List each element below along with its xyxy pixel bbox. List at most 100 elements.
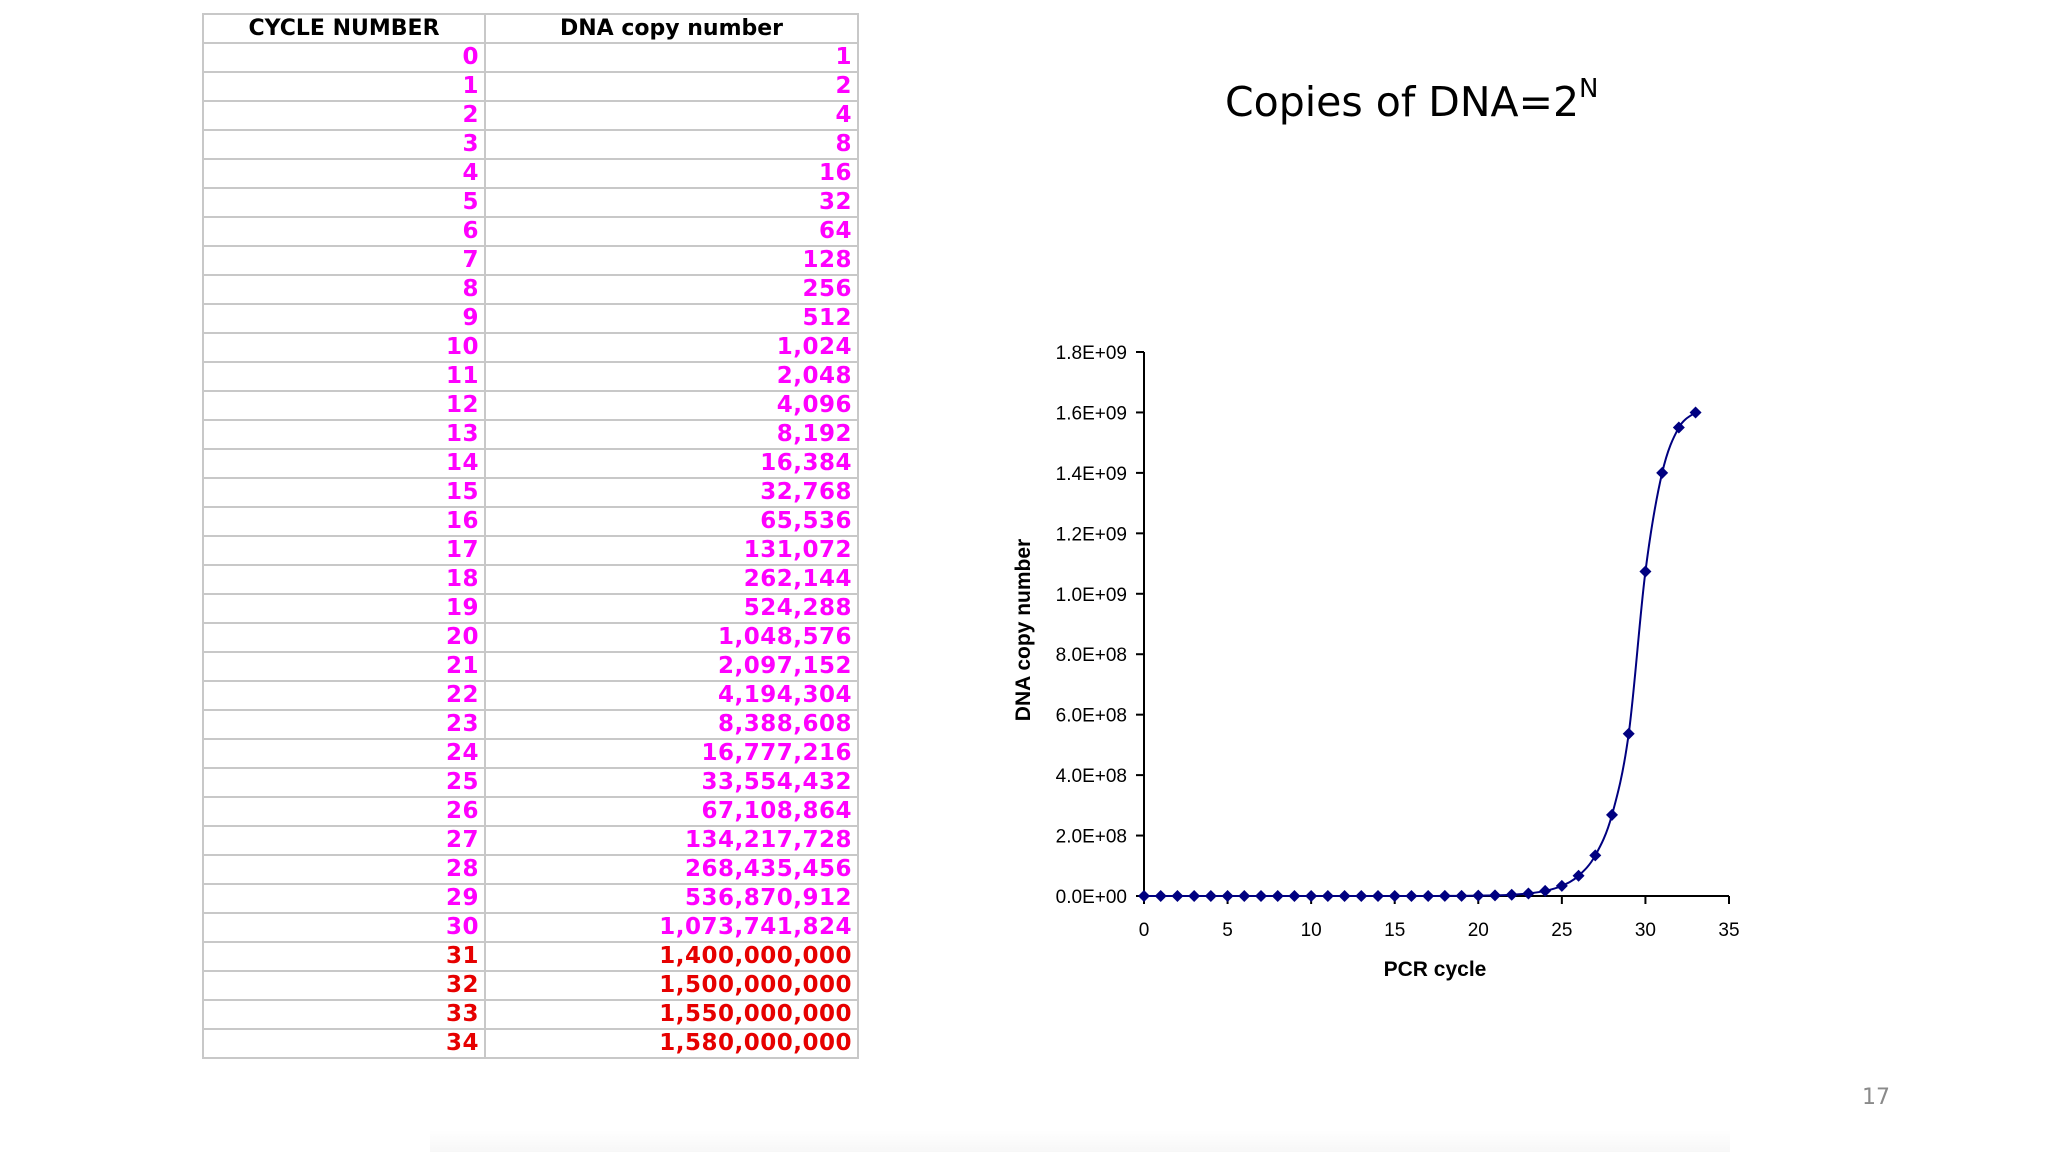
cycle-number-cell: 9 bbox=[202, 303, 486, 334]
cycle-number-cell: 15 bbox=[202, 477, 486, 508]
cycle-number-cell: 16 bbox=[202, 506, 486, 537]
table-row: 8 256 bbox=[202, 274, 859, 305]
dna-copy-number-cell: 1,550,000,000 bbox=[484, 999, 859, 1030]
y-tick-label: 8.0E+08 bbox=[1056, 645, 1127, 666]
table-row: 30 1,073,741,824 bbox=[202, 912, 859, 943]
table-row: 7 128 bbox=[202, 245, 859, 276]
cycle-number-cell: 7 bbox=[202, 245, 486, 276]
table-body: 0 1 1 2 2 4 3 8 4 16 5 32 6 64 7 128 8 256 9 512 10 1,024 11 2,… bbox=[202, 42, 859, 1059]
data-point bbox=[1656, 466, 1669, 479]
table-row: 25 33,554,432 bbox=[202, 767, 859, 798]
data-point bbox=[1321, 889, 1334, 902]
cycle-number-cell: 24 bbox=[202, 738, 486, 769]
table-row: 34 1,580,000,000 bbox=[202, 1028, 859, 1059]
table-row: 28 268,435,456 bbox=[202, 854, 859, 885]
cycle-number-cell: 23 bbox=[202, 709, 486, 740]
data-point bbox=[1388, 889, 1401, 902]
chart-axes bbox=[1143, 352, 1729, 897]
data-point bbox=[1438, 889, 1451, 902]
dna-copy-number-cell: 1,048,576 bbox=[484, 622, 859, 653]
cycle-number-cell: 25 bbox=[202, 767, 486, 798]
data-point bbox=[1372, 889, 1384, 902]
cycle-number-cell: 6 bbox=[202, 216, 486, 247]
cycle-number-cell: 10 bbox=[202, 332, 486, 363]
table-row: 17 131,072 bbox=[202, 535, 859, 566]
table-row: 10 1,024 bbox=[202, 332, 859, 363]
dna-copy-number-cell: 32 bbox=[484, 187, 859, 218]
data-point bbox=[1422, 889, 1435, 902]
data-point bbox=[1204, 890, 1217, 902]
cycle-number-cell: 26 bbox=[202, 796, 486, 827]
dna-copy-number-cell: 131,072 bbox=[484, 535, 859, 566]
dna-copy-number-cell: 2,048 bbox=[484, 361, 859, 392]
table-row: 16 65,536 bbox=[202, 506, 859, 537]
data-point bbox=[1305, 889, 1318, 902]
data-point bbox=[1606, 808, 1618, 821]
dna-copy-number-cell: 8,388,608 bbox=[484, 709, 859, 740]
data-point bbox=[1522, 887, 1535, 900]
table-row: 20 1,048,576 bbox=[202, 622, 859, 653]
table-row: 23 8,388,608 bbox=[202, 709, 859, 740]
y-tick-label: 1.0E+09 bbox=[1056, 585, 1127, 606]
table-row: 18 262,144 bbox=[202, 564, 859, 595]
dna-copy-number-cell: 1,024 bbox=[484, 332, 859, 363]
dna-copy-number-cell: 128 bbox=[484, 245, 859, 276]
cycle-number-cell: 0 bbox=[202, 42, 486, 73]
data-point bbox=[1355, 889, 1368, 902]
cycle-number-cell: 18 bbox=[202, 564, 486, 595]
cycle-number-cell: 20 bbox=[202, 622, 486, 653]
slide-title: Copies of DNA=2N bbox=[1225, 74, 1598, 126]
cycle-number-cell: 3 bbox=[202, 129, 486, 160]
dna-copy-number-cell: 65,536 bbox=[484, 506, 859, 537]
data-point bbox=[1622, 727, 1635, 740]
cycle-number-cell: 17 bbox=[202, 535, 486, 566]
x-axis-label: PCR cycle bbox=[1384, 958, 1487, 981]
dna-copy-number-cell: 1,400,000,000 bbox=[484, 941, 859, 972]
data-point bbox=[1555, 879, 1568, 892]
cycle-number-cell: 11 bbox=[202, 361, 486, 392]
x-tick-label: 25 bbox=[1551, 920, 1572, 941]
cycle-number-cell: 31 bbox=[202, 941, 486, 972]
data-point bbox=[1455, 889, 1468, 902]
x-tick-label: 30 bbox=[1635, 920, 1656, 941]
cycle-number-cell: 27 bbox=[202, 825, 486, 856]
y-tick-label: 1.6E+09 bbox=[1056, 403, 1127, 424]
table-row: 26 67,108,864 bbox=[202, 796, 859, 827]
x-tick-label: 20 bbox=[1468, 920, 1489, 941]
cycle-number-cell: 12 bbox=[202, 390, 486, 421]
table-row: 19 524,288 bbox=[202, 593, 859, 624]
data-point bbox=[1171, 890, 1184, 902]
cycle-number-cell: 4 bbox=[202, 158, 486, 189]
series-line bbox=[1144, 411, 1697, 897]
table-row: 9 512 bbox=[202, 303, 859, 334]
slide-title-text: Copies of DNA=2 bbox=[1225, 78, 1580, 126]
dna-copy-number-cell: 256 bbox=[484, 274, 859, 305]
data-point bbox=[1238, 890, 1251, 902]
pcr-cycle-table: CYCLE NUMBER DNA copy number 0 1 1 2 2 4 3 8 4 16… bbox=[202, 13, 859, 1059]
table-row: 29 536,870,912 bbox=[202, 883, 859, 914]
dna-copy-number-cell: 16,384 bbox=[484, 448, 859, 479]
table-row: 4 16 bbox=[202, 158, 859, 189]
y-tick-label: 1.2E+09 bbox=[1056, 524, 1127, 545]
data-point bbox=[1689, 406, 1702, 419]
dna-copy-number-cell: 1,073,741,824 bbox=[484, 912, 859, 943]
dna-copy-number-cell: 268,435,456 bbox=[484, 854, 859, 885]
dna-copy-number-cell: 524,288 bbox=[484, 593, 859, 624]
page-number: 17 bbox=[1862, 1085, 1890, 1110]
cycle-number-cell: 22 bbox=[202, 680, 486, 711]
y-tick-label: 1.4E+09 bbox=[1056, 464, 1127, 485]
table-row: 13 8,192 bbox=[202, 419, 859, 450]
table-row: 22 4,194,304 bbox=[202, 680, 859, 711]
dna-copy-number-cell: 4,194,304 bbox=[484, 680, 859, 711]
dna-copy-number-cell: 33,554,432 bbox=[484, 767, 859, 798]
dna-copy-number-cell: 512 bbox=[484, 303, 859, 334]
cycle-number-cell: 5 bbox=[202, 187, 486, 218]
table-row: 15 32,768 bbox=[202, 477, 859, 508]
data-point bbox=[1188, 890, 1201, 902]
data-point bbox=[1489, 889, 1501, 902]
dna-copy-number-cell: 1,500,000,000 bbox=[484, 970, 859, 1001]
data-point bbox=[1405, 889, 1418, 902]
